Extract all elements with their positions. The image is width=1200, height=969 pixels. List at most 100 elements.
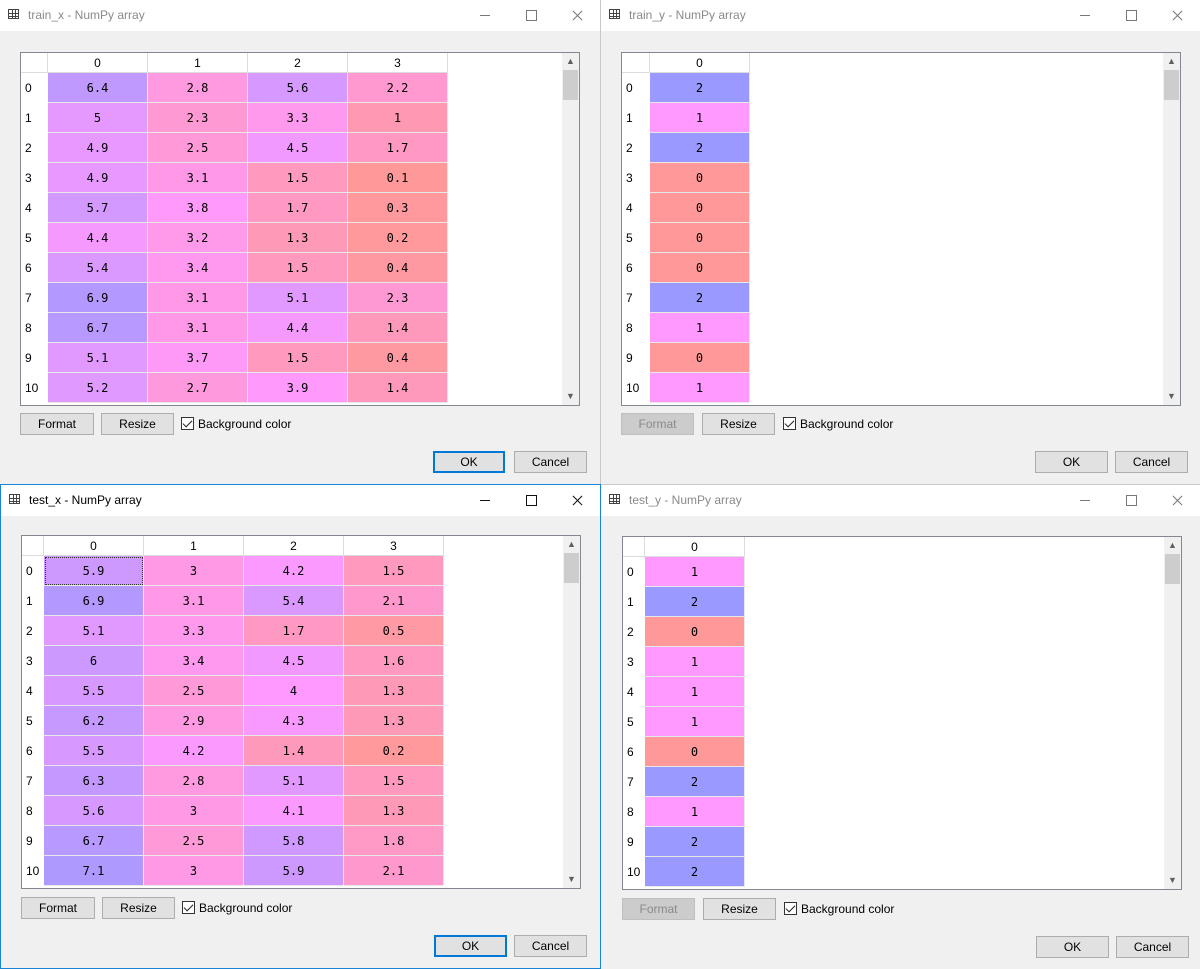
row-header[interactable]: 5 xyxy=(22,706,44,736)
row-header[interactable]: 9 xyxy=(21,343,48,373)
row-header[interactable]: 6 xyxy=(622,253,650,283)
row-header[interactable]: 2 xyxy=(622,133,650,163)
background-color-checkbox[interactable] xyxy=(181,417,194,430)
array-cell[interactable]: 1 xyxy=(650,373,750,403)
array-cell[interactable]: 6.7 xyxy=(44,826,144,856)
array-cell[interactable]: 0 xyxy=(650,253,750,283)
array-table[interactable]: 0 1 2 3 0 5.9 3 4.2 1.5 1 6.9 3.1 5.4 2.1 2 5.1 3.3 1.7 0.… xyxy=(21,535,581,889)
array-cell[interactable]: 3.1 xyxy=(148,313,248,343)
column-header[interactable]: 0 xyxy=(44,536,144,556)
row-header[interactable]: 2 xyxy=(21,133,48,163)
array-cell[interactable]: 5.8 xyxy=(244,826,344,856)
array-cell[interactable]: 0 xyxy=(650,223,750,253)
array-cell[interactable]: 5.1 xyxy=(44,616,144,646)
array-cell[interactable]: 0 xyxy=(650,193,750,223)
row-header[interactable]: 4 xyxy=(22,676,44,706)
cancel-button[interactable]: Cancel xyxy=(514,935,587,957)
row-header[interactable]: 9 xyxy=(623,827,645,857)
array-cell[interactable]: 1.5 xyxy=(344,766,444,796)
row-header[interactable]: 1 xyxy=(22,586,44,616)
array-cell[interactable]: 2 xyxy=(650,283,750,313)
array-cell[interactable]: 2.5 xyxy=(144,826,244,856)
array-cell[interactable]: 1.4 xyxy=(348,313,448,343)
array-cell[interactable]: 2.1 xyxy=(344,586,444,616)
maximize-icon[interactable] xyxy=(1108,0,1154,31)
array-cell[interactable]: 2.1 xyxy=(344,856,444,886)
array-cell[interactable]: 2.7 xyxy=(148,373,248,403)
array-cell[interactable]: 5.5 xyxy=(44,736,144,766)
array-cell[interactable]: 5 xyxy=(48,103,148,133)
close-icon[interactable] xyxy=(1154,0,1200,31)
array-cell[interactable]: 2 xyxy=(645,857,745,887)
scroll-up-icon[interactable]: ▲ xyxy=(567,539,576,549)
array-cell[interactable]: 2.2 xyxy=(348,73,448,103)
row-header[interactable]: 1 xyxy=(623,587,645,617)
row-header[interactable]: 4 xyxy=(21,193,48,223)
column-header[interactable]: 3 xyxy=(348,53,448,73)
array-cell[interactable]: 2.5 xyxy=(148,133,248,163)
array-cell[interactable]: 0.1 xyxy=(348,163,448,193)
maximize-icon[interactable] xyxy=(1108,485,1154,516)
array-cell[interactable]: 2.3 xyxy=(348,283,448,313)
vertical-scrollbar[interactable]: ▲ ▼ xyxy=(1163,53,1180,405)
array-cell[interactable]: 5.5 xyxy=(44,676,144,706)
array-cell[interactable]: 1.6 xyxy=(344,646,444,676)
array-cell[interactable]: 6.9 xyxy=(44,586,144,616)
array-cell[interactable]: 5.9 xyxy=(44,556,144,586)
maximize-icon[interactable] xyxy=(508,485,554,516)
close-icon[interactable] xyxy=(1154,485,1200,516)
array-cell[interactable]: 0.4 xyxy=(348,253,448,283)
row-header[interactable]: 2 xyxy=(22,616,44,646)
row-header[interactable]: 9 xyxy=(22,826,44,856)
row-header[interactable]: 3 xyxy=(21,163,48,193)
array-cell[interactable]: 1 xyxy=(650,313,750,343)
array-cell[interactable]: 0 xyxy=(650,343,750,373)
row-header[interactable]: 3 xyxy=(22,646,44,676)
array-cell[interactable]: 3.4 xyxy=(148,253,248,283)
ok-button[interactable]: OK xyxy=(434,935,507,957)
ok-button[interactable]: OK xyxy=(1035,451,1108,473)
array-cell[interactable]: 1 xyxy=(645,647,745,677)
row-header[interactable]: 0 xyxy=(22,556,44,586)
row-header[interactable]: 7 xyxy=(623,767,645,797)
row-header[interactable]: 6 xyxy=(22,736,44,766)
array-cell[interactable]: 4.5 xyxy=(248,133,348,163)
title-bar[interactable]: test_x - NumPy array xyxy=(1,485,600,516)
row-header[interactable]: 8 xyxy=(22,796,44,826)
array-cell[interactable]: 0 xyxy=(645,737,745,767)
array-cell[interactable]: 1.8 xyxy=(344,826,444,856)
cancel-button[interactable]: Cancel xyxy=(514,451,587,473)
array-cell[interactable]: 2.5 xyxy=(144,676,244,706)
array-cell[interactable]: 1 xyxy=(650,103,750,133)
array-cell[interactable]: 3.7 xyxy=(148,343,248,373)
array-cell[interactable]: 3 xyxy=(144,856,244,886)
array-cell[interactable]: 1.4 xyxy=(244,736,344,766)
row-header[interactable]: 5 xyxy=(622,223,650,253)
row-header[interactable]: 4 xyxy=(622,193,650,223)
column-header[interactable]: 0 xyxy=(645,537,745,557)
vertical-scrollbar[interactable]: ▲ ▼ xyxy=(1164,537,1181,889)
scroll-thumb[interactable] xyxy=(1164,70,1179,100)
maximize-icon[interactable] xyxy=(508,0,554,31)
row-header[interactable]: 8 xyxy=(623,797,645,827)
ok-button[interactable]: OK xyxy=(433,451,505,473)
array-cell[interactable]: 2 xyxy=(645,827,745,857)
array-cell[interactable]: 2 xyxy=(650,73,750,103)
array-cell[interactable]: 1.3 xyxy=(344,796,444,826)
array-cell[interactable]: 6.2 xyxy=(44,706,144,736)
array-cell[interactable]: 0.2 xyxy=(348,223,448,253)
column-header[interactable]: 1 xyxy=(144,536,244,556)
array-cell[interactable]: 1 xyxy=(645,677,745,707)
array-cell[interactable]: 5.6 xyxy=(248,73,348,103)
array-cell[interactable]: 0.5 xyxy=(344,616,444,646)
array-cell[interactable]: 3 xyxy=(144,556,244,586)
array-cell[interactable]: 3.8 xyxy=(148,193,248,223)
title-bar[interactable]: train_x - NumPy array xyxy=(0,0,600,31)
array-cell[interactable]: 4.2 xyxy=(144,736,244,766)
row-header[interactable]: 7 xyxy=(21,283,48,313)
background-color-checkbox[interactable] xyxy=(783,417,796,430)
array-cell[interactable]: 1.3 xyxy=(344,676,444,706)
array-cell[interactable]: 0 xyxy=(645,617,745,647)
row-header[interactable]: 6 xyxy=(21,253,48,283)
scroll-down-icon[interactable]: ▼ xyxy=(1168,875,1177,885)
